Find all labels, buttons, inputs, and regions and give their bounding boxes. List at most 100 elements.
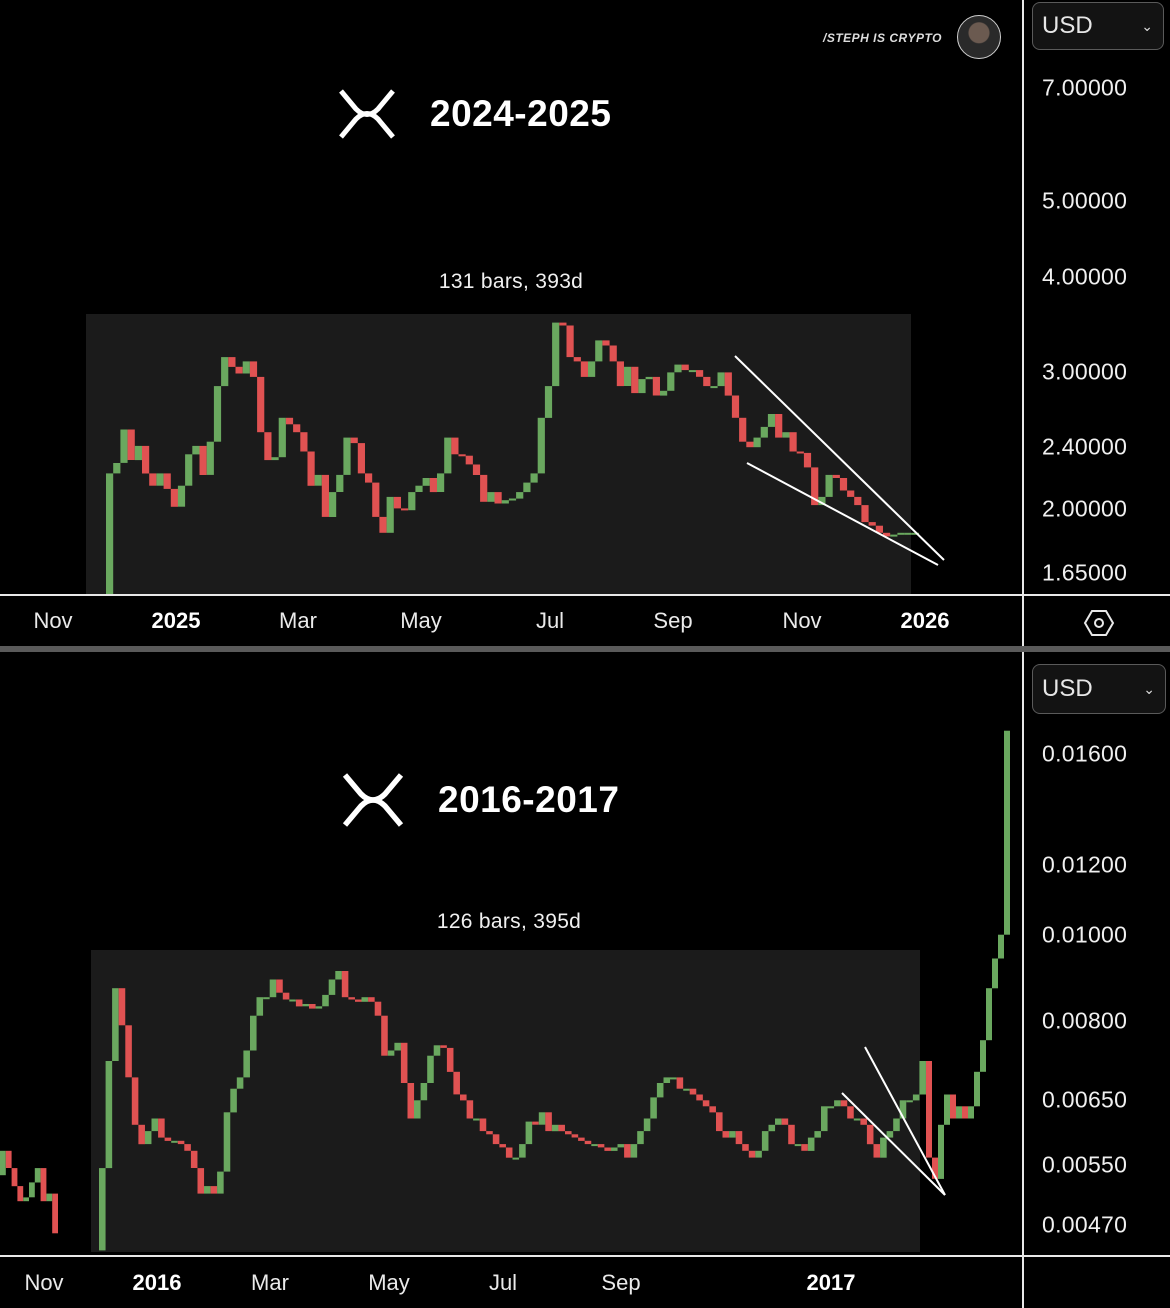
price-tick: 7.00000 <box>1042 74 1128 101</box>
price-bar <box>512 1157 520 1160</box>
price-bar <box>40 1168 47 1202</box>
price-bar <box>926 1061 932 1158</box>
price-bar <box>688 370 696 373</box>
price-bar <box>125 1025 132 1078</box>
price-bar <box>479 1118 487 1132</box>
price-bar <box>414 1100 421 1119</box>
price-bar <box>184 1144 191 1151</box>
price-bar <box>904 532 912 535</box>
price-bar <box>368 997 375 1002</box>
price-tick: 5.00000 <box>1042 187 1128 214</box>
chevron-down-icon: ⌄ <box>1143 680 1155 697</box>
time-label: 2017 <box>806 1269 856 1295</box>
axis-divider <box>1022 596 1024 646</box>
price-bar <box>883 532 891 537</box>
bottom-chart-panel: 2016-2017 126 bars, 395d USD ⌄ 0.01600 0… <box>0 652 1170 1308</box>
price-bar <box>210 1186 218 1194</box>
price-bar <box>29 1182 35 1198</box>
price-bar <box>149 473 157 486</box>
price-bar <box>381 1015 388 1056</box>
price-bar <box>394 1042 401 1051</box>
price-bar <box>131 1077 139 1125</box>
price-tick: 1.65000 <box>1042 559 1128 586</box>
price-bar <box>276 979 283 993</box>
bottom-time-axis[interactable]: Nov 2016 Mar May Jul Sep 2017 <box>0 1255 1170 1308</box>
price-bar <box>407 1083 415 1119</box>
price-bar <box>580 361 588 377</box>
bottom-plot-area[interactable] <box>0 652 1022 1256</box>
price-bar <box>709 1106 716 1113</box>
bottom-title-text: 2016-2017 <box>438 779 620 820</box>
time-label: May <box>368 1269 410 1295</box>
price-bar <box>197 1168 205 1194</box>
price-bar <box>487 492 495 502</box>
time-label: 2025 <box>151 608 201 633</box>
price-bar <box>499 1144 506 1148</box>
price-bar <box>427 1055 434 1083</box>
price-bar <box>866 1124 874 1145</box>
price-bar <box>236 1077 244 1089</box>
price-bar <box>597 1144 605 1148</box>
price-bar <box>827 1106 835 1109</box>
top-price-axis[interactable]: USD ⌄ 7.00000 5.00000 4.00000 3.00000 2.… <box>1022 0 1170 595</box>
price-bar <box>348 997 355 1000</box>
price-bar <box>192 445 200 455</box>
price-bar <box>807 1137 815 1151</box>
time-label: Jul <box>535 608 565 633</box>
time-label: Nov <box>33 608 73 633</box>
price-bar <box>350 437 358 444</box>
price-bar <box>893 1118 900 1132</box>
price-bar <box>998 934 1004 959</box>
price-bar <box>899 1100 907 1119</box>
bottom-price-axis[interactable]: USD ⌄ 0.01600 0.01200 0.01000 0.00800 0.… <box>1022 652 1170 1256</box>
price-bar <box>144 1131 152 1145</box>
price-bar <box>177 1140 185 1145</box>
price-bar <box>472 464 481 475</box>
price-bar <box>199 445 207 475</box>
top-plot-area[interactable] <box>0 0 1022 595</box>
wedge-lower-trendline <box>746 462 939 566</box>
price-bar <box>753 437 761 448</box>
price-bar <box>393 496 401 509</box>
price-bar <box>868 522 876 526</box>
price-tick: 2.40000 <box>1042 433 1128 460</box>
price-bar <box>748 1150 756 1158</box>
price-bar <box>861 505 869 523</box>
price-bar <box>702 1100 710 1107</box>
price-bar <box>545 1112 552 1132</box>
date-range-box <box>91 950 920 1252</box>
price-bar <box>446 1047 454 1072</box>
price-bar <box>950 1094 956 1119</box>
price-bar <box>832 474 840 478</box>
top-currency-dropdown[interactable]: USD ⌄ <box>1032 2 1164 50</box>
price-bar <box>595 340 603 362</box>
top-time-axis[interactable]: Nov 2025 Mar May Jul Sep Nov 2026 <box>0 594 1170 646</box>
price-bar <box>249 361 258 377</box>
price-tick: 0.01600 <box>1042 740 1128 767</box>
xrp-logo-icon <box>339 89 395 139</box>
price-bar <box>588 361 596 377</box>
price-bar <box>814 1131 821 1138</box>
price-bar <box>257 376 265 433</box>
price-bar <box>387 1050 395 1056</box>
price-bar <box>386 496 394 533</box>
price-bar <box>571 1134 579 1138</box>
price-bar <box>956 1106 962 1119</box>
top-range-label: 131 bars, 393d <box>438 270 584 293</box>
price-bar <box>466 1100 474 1119</box>
settings-button[interactable] <box>1078 608 1120 638</box>
price-bar <box>788 1124 795 1145</box>
pane-separator[interactable] <box>0 646 1170 652</box>
avatar <box>957 15 1001 59</box>
price-bar <box>538 1112 546 1125</box>
price-bar <box>263 997 270 1000</box>
price-bar <box>379 516 387 533</box>
price-bar <box>674 364 682 373</box>
price-bar <box>796 451 804 454</box>
bottom-currency-dropdown[interactable]: USD ⌄ <box>1032 664 1166 714</box>
price-bar <box>335 971 342 980</box>
price-bar <box>710 386 718 389</box>
price-bar <box>631 366 639 394</box>
price-bar <box>341 971 349 998</box>
time-label: Nov <box>782 608 822 633</box>
